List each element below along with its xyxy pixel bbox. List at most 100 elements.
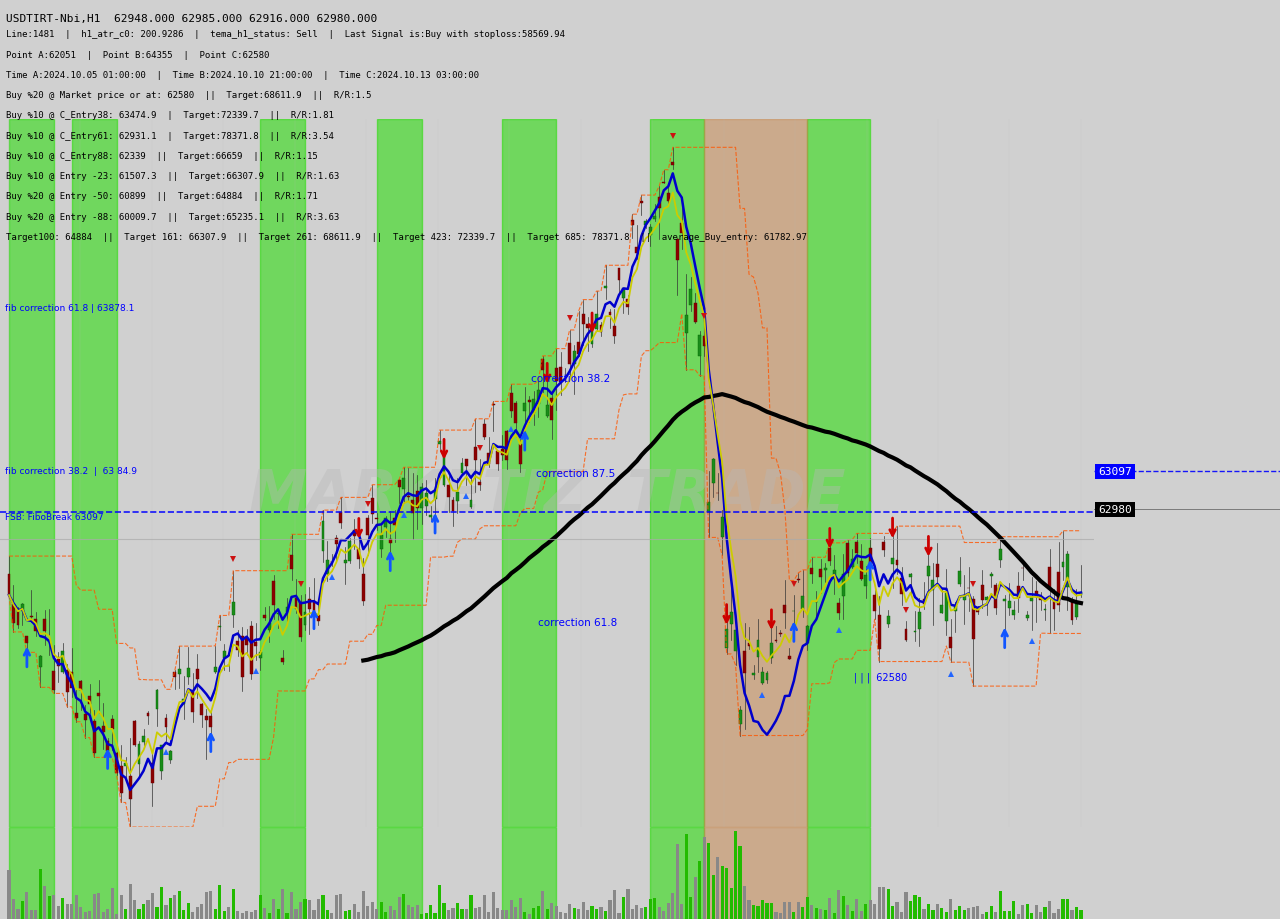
- Bar: [1066, 899, 1069, 919]
- Bar: [730, 612, 732, 625]
- Bar: [989, 906, 993, 919]
- Bar: [712, 875, 714, 919]
- Bar: [273, 899, 275, 919]
- Bar: [559, 368, 562, 383]
- Bar: [1057, 909, 1060, 919]
- Bar: [769, 903, 773, 919]
- Bar: [980, 913, 984, 919]
- Bar: [65, 670, 69, 692]
- Bar: [1048, 567, 1051, 590]
- Bar: [941, 908, 943, 919]
- Bar: [393, 518, 396, 526]
- Bar: [586, 325, 589, 329]
- Bar: [375, 518, 378, 519]
- Bar: [214, 667, 216, 673]
- Bar: [685, 834, 687, 919]
- Text: Buy %20 @ Entry -50: 60899  ||  Target:64884  ||  R/R:1.71: Buy %20 @ Entry -50: 60899 || Target:648…: [6, 192, 319, 201]
- Bar: [151, 892, 154, 919]
- Bar: [972, 907, 975, 919]
- Bar: [169, 751, 172, 760]
- Bar: [348, 910, 352, 919]
- Bar: [733, 832, 737, 919]
- Bar: [869, 549, 872, 564]
- Bar: [259, 895, 261, 919]
- Bar: [631, 221, 634, 226]
- Bar: [959, 906, 961, 919]
- Bar: [724, 868, 728, 919]
- Bar: [237, 641, 239, 650]
- Bar: [389, 906, 392, 919]
- Bar: [653, 217, 657, 220]
- Bar: [407, 496, 410, 497]
- Bar: [941, 606, 943, 613]
- Bar: [595, 315, 598, 330]
- Bar: [896, 902, 899, 919]
- Bar: [1079, 593, 1083, 596]
- Bar: [698, 861, 701, 919]
- Bar: [896, 561, 899, 565]
- Bar: [70, 904, 73, 919]
- Bar: [182, 910, 186, 919]
- Bar: [742, 886, 746, 919]
- Bar: [851, 559, 854, 568]
- Bar: [227, 907, 230, 919]
- Bar: [900, 913, 904, 919]
- Bar: [851, 911, 854, 919]
- Bar: [74, 895, 78, 919]
- Bar: [165, 719, 168, 727]
- Bar: [384, 912, 388, 919]
- Bar: [411, 907, 415, 919]
- Bar: [577, 910, 580, 919]
- Bar: [1057, 572, 1060, 606]
- Bar: [626, 300, 630, 307]
- Bar: [317, 615, 320, 621]
- Bar: [783, 902, 786, 919]
- Bar: [927, 566, 929, 576]
- Bar: [626, 889, 630, 919]
- Bar: [568, 344, 571, 365]
- Bar: [142, 904, 145, 919]
- Bar: [617, 913, 621, 919]
- Bar: [17, 610, 19, 625]
- Bar: [541, 359, 544, 371]
- Bar: [335, 895, 338, 919]
- Bar: [801, 596, 804, 609]
- Bar: [581, 902, 585, 919]
- Bar: [1043, 907, 1047, 919]
- Bar: [1075, 907, 1078, 919]
- Bar: [146, 900, 150, 919]
- Bar: [1052, 600, 1056, 609]
- Bar: [398, 480, 401, 488]
- Bar: [353, 904, 356, 919]
- Bar: [502, 119, 557, 827]
- Bar: [527, 913, 531, 919]
- Bar: [671, 893, 675, 919]
- Bar: [690, 289, 692, 306]
- Bar: [536, 391, 540, 404]
- Bar: [968, 908, 970, 919]
- Bar: [398, 897, 401, 919]
- Text: Point A:62051  |  Point B:64355  |  Point C:62580: Point A:62051 | Point B:64355 | Point C:…: [6, 51, 270, 60]
- Bar: [362, 574, 365, 601]
- Bar: [1004, 599, 1006, 601]
- Bar: [241, 913, 243, 919]
- Bar: [739, 709, 741, 724]
- Bar: [264, 908, 266, 919]
- Bar: [29, 910, 33, 919]
- Bar: [393, 910, 397, 919]
- Bar: [282, 890, 284, 919]
- Bar: [164, 905, 168, 919]
- Bar: [201, 705, 204, 715]
- Bar: [515, 403, 517, 424]
- Bar: [500, 449, 504, 456]
- Bar: [205, 891, 207, 919]
- Bar: [425, 494, 428, 506]
- Bar: [420, 913, 424, 919]
- Text: 63097: 63097: [1098, 467, 1132, 477]
- Bar: [411, 501, 413, 514]
- Bar: [806, 897, 809, 919]
- Bar: [599, 907, 603, 919]
- Bar: [932, 580, 934, 590]
- Bar: [914, 895, 916, 919]
- Bar: [128, 776, 132, 799]
